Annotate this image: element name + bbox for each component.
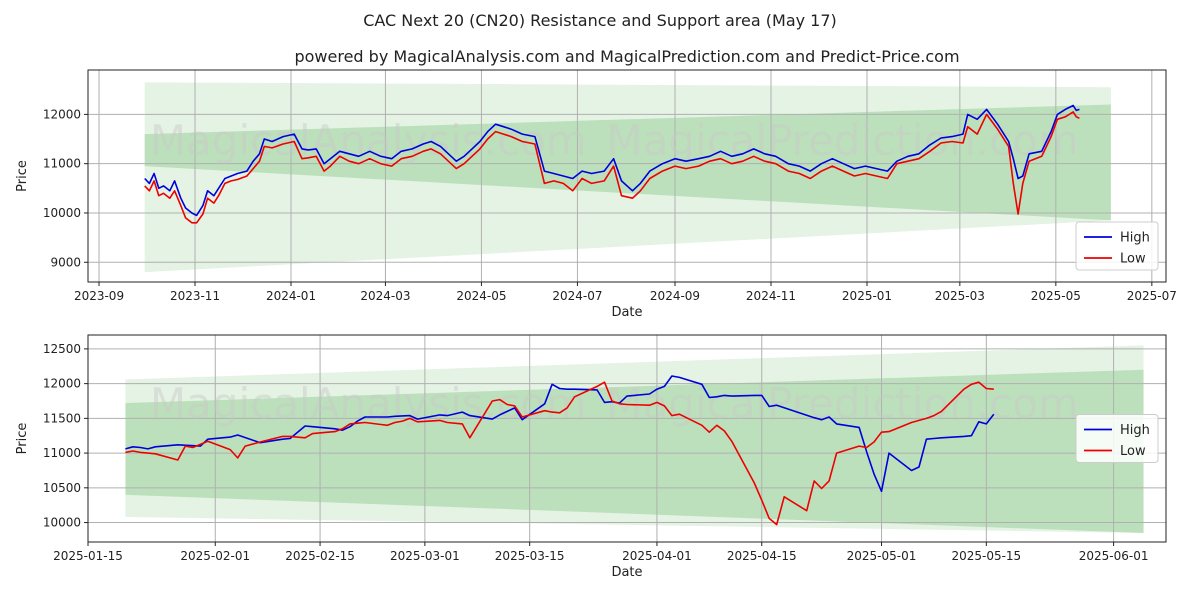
y-tick-label: 10000 (43, 206, 81, 220)
x-tick-label: 2025-04-15 (727, 549, 797, 563)
y-tick-label: 9000 (50, 255, 81, 269)
y-tick-label: 11500 (43, 411, 81, 425)
y-tick-label: 12500 (43, 342, 81, 356)
x-tick-label: 2025-06-01 (1079, 549, 1149, 563)
y-tick-label: 11000 (43, 157, 81, 171)
top-panel: MagicalAnalysis.com MagicalPrediction.com… (15, 69, 1177, 320)
x-tick-label: 2025-04-01 (622, 549, 692, 563)
series-line-low (125, 381, 994, 526)
axes-frame (87, 69, 1167, 283)
y-axis-label: Price (15, 423, 30, 455)
bottom-panel: MagicalAnalysis.com MagicalPrediction.com… (15, 334, 1167, 580)
x-tick-label: 2024-01 (266, 289, 316, 303)
series-line-high (144, 104, 1080, 217)
y-tick-label: 10000 (43, 516, 81, 530)
y-tick-label: 10500 (43, 481, 81, 495)
y-tick-label: 12000 (43, 377, 81, 391)
legend-label: Low (1120, 444, 1146, 459)
x-tick-label: 2025-03-01 (390, 549, 460, 563)
legend-label: High (1120, 423, 1150, 438)
band-outer (125, 345, 1144, 533)
legend: High Low (1075, 221, 1159, 271)
band-inner (125, 369, 1144, 533)
y-tick-label: 12000 (43, 107, 81, 121)
x-tick-label: 2025-01-15 (53, 549, 123, 563)
x-tick-label: 2024-11 (746, 289, 796, 303)
y-tick-label: 11000 (43, 446, 81, 460)
legend-box (1075, 414, 1159, 463)
watermark: MagicalAnalysis.com (150, 379, 587, 428)
x-tick-label: 2025-07 (1127, 289, 1177, 303)
x-axis-label: Date (611, 565, 642, 580)
legend-box (1075, 221, 1159, 271)
watermark: MagicalAnalysis.com (150, 116, 587, 165)
band-outer (144, 82, 1111, 273)
x-tick-label: 2025-02-01 (180, 549, 250, 563)
axes-frame (87, 334, 1167, 543)
legend-label: High (1120, 231, 1150, 246)
x-tick-label: 2024-09 (650, 289, 700, 303)
x-tick-label: 2025-01 (842, 289, 892, 303)
x-tick-label: 2025-02-15 (285, 549, 355, 563)
x-tick-label: 2023-09 (74, 289, 124, 303)
y-axis-label: Price (15, 160, 30, 192)
chart-subtitle: powered by MagicalAnalysis.com and Magic… (294, 47, 959, 66)
watermark: MagicalPrediction.com (606, 379, 1079, 428)
legend: High Low (1075, 414, 1159, 463)
x-tick-label: 2025-03 (935, 289, 985, 303)
x-tick-label: 2024-07 (552, 289, 602, 303)
x-tick-label: 2024-05 (456, 289, 506, 303)
x-tick-label: 2025-05-15 (951, 549, 1021, 563)
legend-label: Low (1120, 252, 1146, 267)
x-tick-label: 2025-05-01 (847, 549, 917, 563)
band-inner (144, 104, 1111, 221)
x-tick-label: 2025-05 (1031, 289, 1081, 303)
x-axis-label: Date (611, 305, 642, 320)
series-line-high (125, 375, 995, 493)
watermark: MagicalPrediction.com (606, 116, 1079, 165)
x-tick-label: 2025-03-15 (495, 549, 565, 563)
series-line-low (144, 111, 1080, 224)
chart-title: CAC Next 20 (CN20) Resistance and Suppor… (363, 11, 837, 30)
x-tick-label: 2024-03 (360, 289, 410, 303)
x-tick-label: 2023-11 (170, 289, 220, 303)
plot-area (88, 70, 1166, 282)
